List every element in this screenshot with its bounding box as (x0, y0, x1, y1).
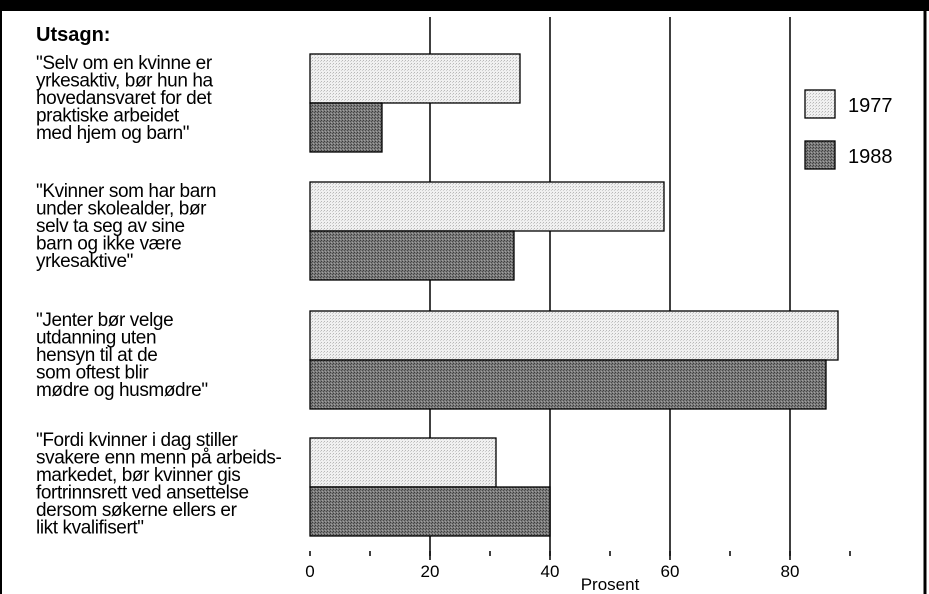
statement-label-2-line-3: selv ta seg av sine (36, 216, 185, 237)
gridlines (429, 17, 791, 560)
statement-label-3-line-2: utdanning uten (36, 328, 156, 349)
statement-label-1: "Selv om en kvinne er yrkesaktiv, bør hun… (36, 53, 214, 144)
statement-label-1-line-2: yrkesaktiv, bør hun ha (36, 71, 214, 92)
x-axis-label: Prosent (581, 575, 640, 594)
tick-label-80: 80 (781, 562, 800, 581)
bars (309, 53, 839, 537)
statement-label-4-line-3: markedet, bør kvinner gis (36, 465, 240, 486)
x-axis: 0 20 40 60 80 (305, 551, 851, 581)
tick-label-20: 20 (421, 562, 440, 581)
statement-label-3-line-3: hensyn til at de (36, 345, 157, 366)
statement-label-4-line-6: likt kvalifisert" (36, 518, 144, 539)
legend-swatch-1977 (804, 89, 836, 119)
bar-1977-statement-1 (309, 53, 521, 104)
bar-1988-statement-1 (309, 102, 383, 153)
tick-label-60: 60 (661, 562, 680, 581)
legend-label-1988: 1988 (848, 146, 893, 168)
bar-1988-statement-4 (309, 486, 551, 537)
statement-label-4-line-2: svakere enn menn på arbeids- (36, 448, 282, 469)
statement-label-4-line-5: dersom søkerne ellers er (36, 500, 238, 521)
banner-bar (0, 0, 929, 11)
statement-label-2-line-5: yrkesaktive" (36, 251, 133, 272)
statement-label-3: "Jenter bør velge utdanning uten hensyn ti… (36, 310, 208, 401)
legend: 1977 1988 (804, 89, 893, 170)
statement-label-3-line-1: "Jenter bør velge (36, 310, 173, 331)
statements-heading: Utsagn: (36, 24, 110, 46)
statement-label-2: "Kvinner som har barn under skolealder, b… (36, 181, 216, 272)
tick-label-40: 40 (541, 562, 560, 581)
statement-label-3-line-4: som oftest blir (36, 363, 149, 384)
bar-1977-statement-3 (309, 310, 839, 361)
statement-label-2-line-1: "Kvinner som har barn (36, 181, 216, 202)
statement-label-1-line-4: praktiske arbeidet (36, 106, 180, 127)
statement-label-4: "Fordi kvinner i dag stiller svakere enn … (36, 430, 282, 539)
tick-label-0: 0 (305, 562, 314, 581)
statement-label-1-line-5: med hjem og barn" (36, 123, 189, 144)
bar-1988-statement-3 (309, 359, 827, 410)
legend-swatch-1988 (804, 140, 836, 170)
statement-label-4-line-1: "Fordi kvinner i dag stiller (36, 430, 239, 451)
statement-label-1-line-3: hovedansvaret for det (36, 88, 213, 109)
bar-1977-statement-4 (309, 437, 497, 488)
statement-label-2-line-4: barn og ikke være (36, 234, 181, 255)
bar-1977-statement-2 (309, 181, 665, 232)
statement-label-2-line-2: under skolealder, bør (36, 199, 207, 220)
statement-label-4-line-4: fortrinnsrett ved ansettelse (36, 483, 249, 504)
statement-labels: "Selv om en kvinne er yrkesaktiv, bør hun… (36, 53, 282, 539)
legend-label-1977: 1977 (848, 95, 893, 117)
statement-label-3-line-5: mødre og husmødre" (36, 380, 208, 401)
bar-1988-statement-2 (309, 230, 515, 281)
statement-label-1-line-1: "Selv om en kvinne er (36, 53, 213, 74)
